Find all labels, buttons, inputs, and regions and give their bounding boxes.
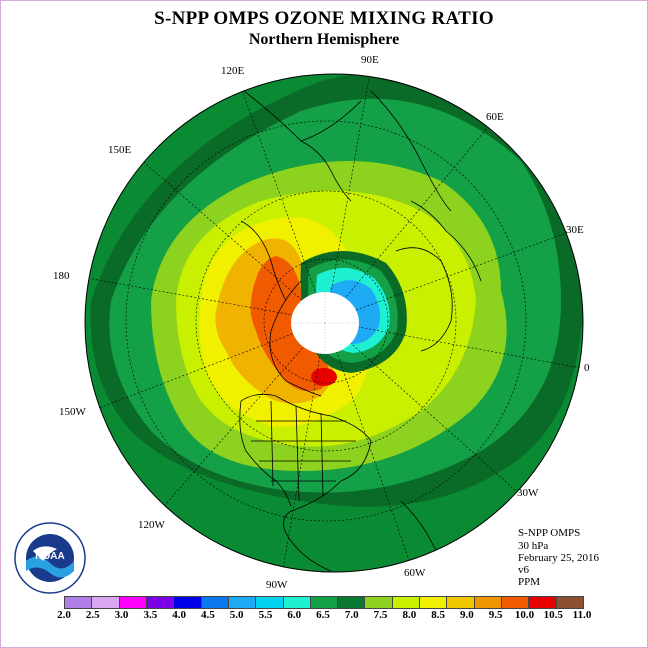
info-instrument: S-NPP OMPS (518, 527, 581, 539)
legend-swatch (474, 597, 502, 608)
legend-tick-label: 2.0 (57, 609, 71, 621)
legend-tick-label: 9.5 (488, 609, 503, 621)
lon-label-30w: 30W (517, 487, 539, 499)
lon-label-60w: 60W (404, 567, 426, 579)
legend-tick-label: 4.0 (172, 609, 186, 621)
legend-swatch (92, 597, 120, 608)
legend-swatch (65, 597, 93, 608)
legend-swatch (201, 597, 229, 608)
legend-tick-label: 8.5 (431, 609, 445, 621)
legend-swatch (392, 597, 421, 608)
noaa-logo: NOAA (14, 522, 86, 594)
legend-swatch (502, 597, 530, 608)
lon-label-180: 180 (53, 270, 70, 282)
lon-label-60e: 60E (486, 111, 504, 123)
info-level: 30 hPa (518, 540, 549, 552)
legend-swatch (420, 597, 448, 608)
lon-label-90w: 90W (266, 579, 288, 591)
legend-tick-label: 5.0 (229, 609, 244, 621)
legend-tick-label: 9.0 (460, 609, 474, 621)
red-peak-region (311, 368, 337, 386)
legend-tick-label: 3.5 (143, 609, 158, 621)
info-date: February 25, 2016 (518, 552, 599, 564)
color-legend-ticks: 2.0 2.5 3.0 3.5 4.0 4.5 5.0 5.5 6.0 6.5 7.0 7.5 8.0 8… (57, 609, 591, 623)
legend-tick-label: 10.5 (543, 609, 563, 621)
map-title: S-NPP OMPS OZONE MIXING RATIO (154, 8, 494, 29)
legend-swatch (310, 597, 339, 608)
lon-label-30e: 30E (566, 224, 584, 236)
legend-tick-label: 3.0 (114, 609, 129, 621)
info-version: v6 (518, 564, 529, 576)
legend-tick-label: 4.5 (201, 609, 215, 621)
lon-label-150e: 150E (108, 144, 132, 156)
legend-swatch (119, 597, 147, 608)
legend-tick-label: 5.5 (258, 609, 273, 621)
legend-tick-label: 11.0 (572, 609, 592, 621)
legend-swatch (529, 597, 557, 608)
legend-swatch (146, 597, 175, 608)
legend-tick-label: 6.5 (316, 609, 330, 621)
lon-label-120w: 120W (138, 519, 166, 531)
meridian-lines (85, 74, 582, 572)
legend-swatch (338, 597, 366, 608)
lon-label-0: 0 (584, 362, 590, 374)
map-subtitle: Northern Hemisphere (248, 31, 400, 48)
legend-tick-label: 7.0 (344, 609, 359, 621)
lon-label-150w: 150W (59, 406, 87, 418)
legend-swatch (283, 597, 311, 608)
legend-swatch (447, 597, 475, 608)
info-units: PPM (518, 576, 541, 588)
legend-swatch (228, 597, 257, 608)
lon-label-90e: 90E (361, 54, 379, 66)
lon-label-120e: 120E (221, 65, 245, 77)
legend-tick-label: 2.5 (85, 609, 100, 621)
legend-swatch (556, 597, 583, 608)
color-legend-bar (64, 596, 584, 609)
logo-text: NOAA (35, 551, 64, 562)
legend-swatch (256, 597, 284, 608)
legend-tick-label: 6.0 (287, 609, 302, 621)
red-orange-region (250, 256, 329, 392)
legend-swatch (174, 597, 202, 608)
legend-tick-label: 7.5 (373, 609, 388, 621)
legend-tick-label: 10.0 (514, 609, 535, 621)
legend-swatch (365, 597, 393, 608)
legend-tick-label: 8.0 (402, 609, 417, 621)
